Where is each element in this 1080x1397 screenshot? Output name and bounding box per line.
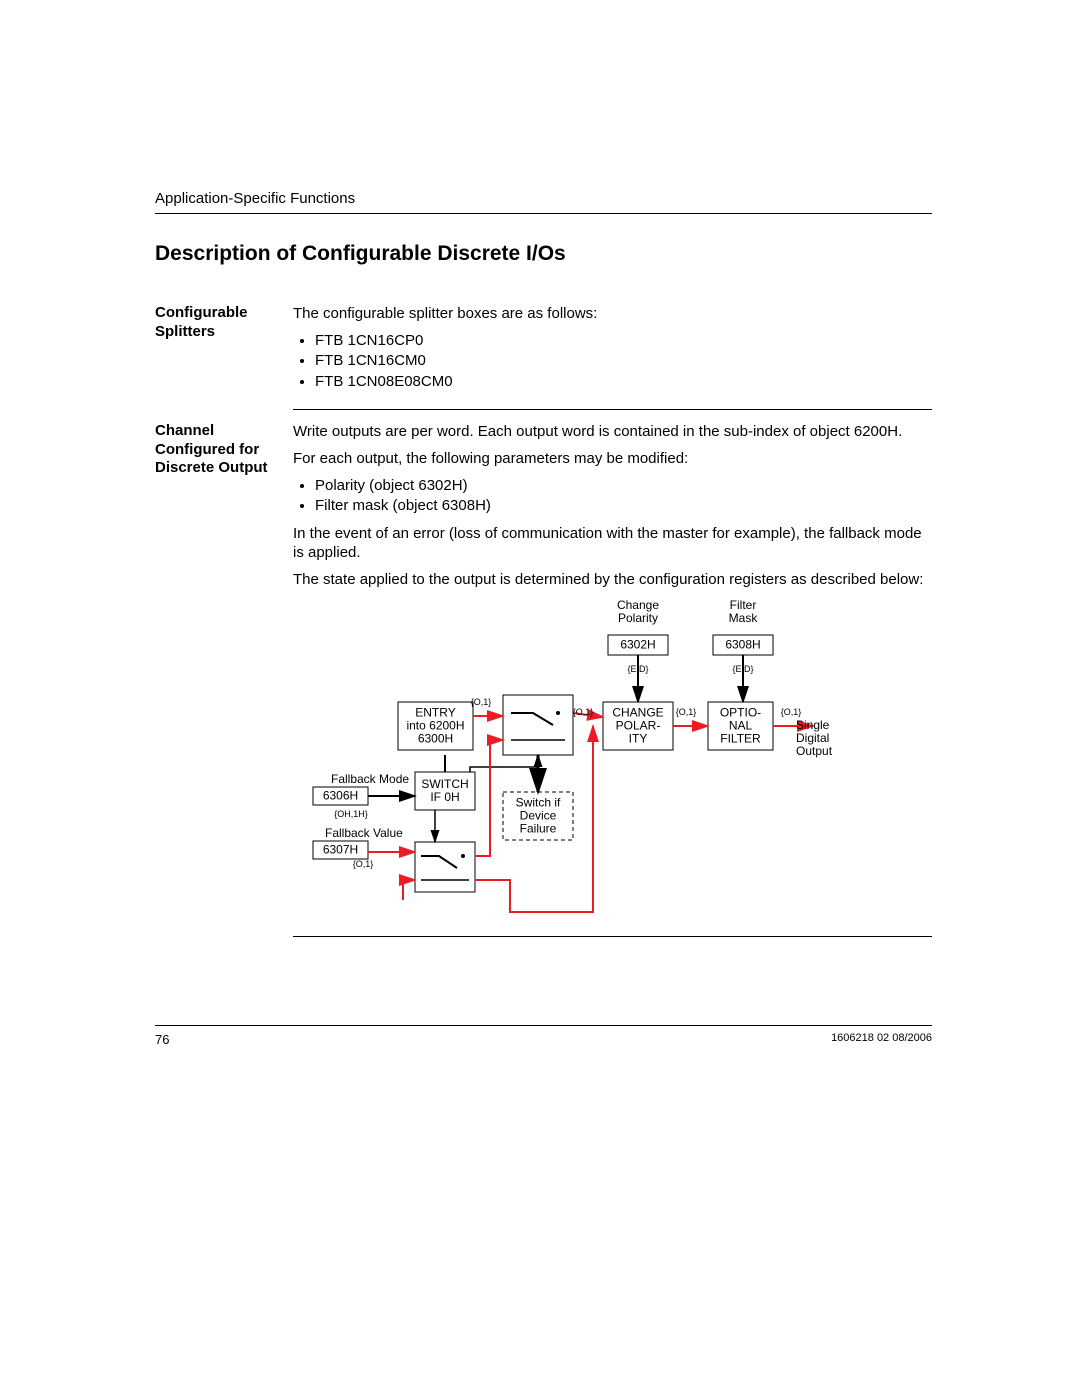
section-content: The configurable splitter boxes are as f… bbox=[293, 304, 932, 422]
paragraph: In the event of an error (loss of commun… bbox=[293, 524, 932, 562]
document-page: Application-Specific Functions Descripti… bbox=[0, 0, 1080, 1397]
paragraph: Write outputs are per word. Each output … bbox=[293, 422, 932, 441]
paragraph: For each output, the following parameter… bbox=[293, 449, 932, 468]
paragraph: The state applied to the output is deter… bbox=[293, 570, 932, 589]
svg-text:into 6200H: into 6200H bbox=[406, 719, 464, 733]
doc-reference: 1606218 02 08/2006 bbox=[831, 1032, 932, 1047]
svg-text:{O,1}: {O,1} bbox=[781, 707, 802, 717]
svg-text:Change: Change bbox=[617, 598, 659, 612]
svg-text:CHANGE: CHANGE bbox=[612, 706, 663, 720]
svg-text:IF 0H: IF 0H bbox=[430, 790, 459, 804]
section-content: Write outputs are per word. Each output … bbox=[293, 422, 932, 949]
svg-text:{E,D}: {E,D} bbox=[732, 664, 753, 674]
section-discrete-output: Channel Configured for Discrete Output W… bbox=[155, 422, 932, 949]
svg-text:ITY: ITY bbox=[629, 732, 648, 746]
svg-text:ENTRY: ENTRY bbox=[415, 706, 455, 720]
bullet-list: FTB 1CN16CP0 FTB 1CN16CM0 FTB 1CN08E08CM… bbox=[293, 331, 932, 391]
section-configurable-splitters: Configurable Splitters The configurable … bbox=[155, 304, 932, 422]
divider bbox=[155, 1025, 932, 1026]
list-item: Filter mask (object 6308H) bbox=[315, 496, 932, 515]
svg-text:6302H: 6302H bbox=[620, 638, 655, 652]
bullet-list: Polarity (object 6302H) Filter mask (obj… bbox=[293, 476, 932, 515]
svg-text:Single: Single bbox=[796, 718, 830, 732]
flowchart-diagram: ChangePolarity FilterMask 6302H 6308H {E,D} {… bbox=[293, 597, 833, 932]
divider bbox=[155, 213, 932, 214]
page-footer: 76 1606218 02 08/2006 bbox=[155, 1025, 932, 1047]
divider bbox=[293, 409, 932, 410]
svg-text:Fallback Value: Fallback Value bbox=[325, 826, 403, 840]
svg-text:FILTER: FILTER bbox=[720, 732, 761, 746]
svg-text:{O,1}: {O,1} bbox=[353, 859, 374, 869]
svg-text:POLAR-: POLAR- bbox=[616, 719, 661, 733]
list-item: FTB 1CN08E08CM0 bbox=[315, 372, 932, 391]
svg-text:{OH,1H}: {OH,1H} bbox=[334, 809, 368, 819]
svg-text:OPTIO-: OPTIO- bbox=[720, 706, 761, 720]
svg-text:Failure: Failure bbox=[520, 822, 557, 836]
list-item: FTB 1CN16CP0 bbox=[315, 331, 932, 350]
svg-text:{E,D}: {E,D} bbox=[627, 664, 648, 674]
svg-text:Device: Device bbox=[520, 809, 557, 823]
svg-text:Switch if: Switch if bbox=[516, 796, 561, 810]
svg-text:6306H: 6306H bbox=[323, 789, 358, 803]
page-number: 76 bbox=[155, 1032, 169, 1047]
svg-text:Polarity: Polarity bbox=[618, 611, 658, 625]
running-head: Application-Specific Functions bbox=[155, 190, 932, 207]
side-label: Configurable Splitters bbox=[155, 304, 293, 342]
svg-text:6308H: 6308H bbox=[725, 638, 760, 652]
svg-text:{O,1}: {O,1} bbox=[471, 697, 492, 707]
paragraph: The configurable splitter boxes are as f… bbox=[293, 304, 932, 323]
svg-text:Digital: Digital bbox=[796, 731, 829, 745]
svg-text:Fallback Mode: Fallback Mode bbox=[331, 772, 409, 786]
svg-text:Filter: Filter bbox=[730, 598, 757, 612]
svg-text:{O,1}: {O,1} bbox=[573, 707, 594, 717]
svg-text:NAL: NAL bbox=[729, 719, 753, 733]
page-title: Description of Configurable Discrete I/O… bbox=[155, 242, 932, 266]
side-label: Channel Configured for Discrete Output bbox=[155, 422, 293, 478]
svg-text:SWITCH: SWITCH bbox=[421, 777, 468, 791]
divider bbox=[293, 936, 932, 937]
svg-text:{O,1}: {O,1} bbox=[676, 707, 697, 717]
svg-text:6300H: 6300H bbox=[418, 732, 453, 746]
list-item: Polarity (object 6302H) bbox=[315, 476, 932, 495]
svg-text:Mask: Mask bbox=[729, 611, 759, 625]
svg-text:Output: Output bbox=[796, 744, 833, 758]
list-item: FTB 1CN16CM0 bbox=[315, 351, 932, 370]
svg-text:6307H: 6307H bbox=[323, 843, 358, 857]
